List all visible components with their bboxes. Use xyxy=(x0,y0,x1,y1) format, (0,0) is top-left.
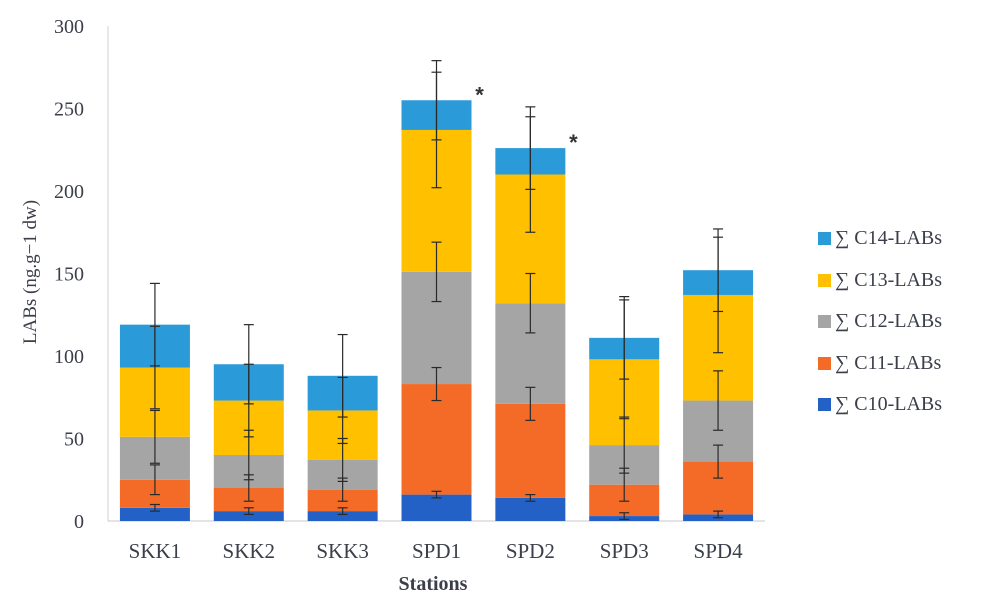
legend-swatch xyxy=(818,356,831,370)
legend-item: ∑ C14-LABs xyxy=(818,218,988,260)
bar-segment xyxy=(213,511,284,521)
x-tick-label: SPD2 xyxy=(506,539,555,563)
bar-segment xyxy=(495,497,566,521)
bar-segment xyxy=(307,511,378,521)
y-tick-label: 150 xyxy=(54,264,84,286)
y-tick-label: 0 xyxy=(74,511,84,533)
legend-label: ∑ C13-LABs xyxy=(835,268,943,291)
legend-item: ∑ C10-LABs xyxy=(818,384,988,426)
x-tick-label: SKK2 xyxy=(223,539,276,563)
y-tick-label: 300 xyxy=(54,16,84,38)
legend-label: ∑ C14-LABs xyxy=(835,227,943,250)
x-tick-label: SPD4 xyxy=(694,539,744,563)
x-tick-label: SKK3 xyxy=(316,539,369,563)
legend-label: ∑ C11-LABs xyxy=(835,351,942,374)
y-tick-label: 250 xyxy=(54,99,84,121)
legend-swatch xyxy=(818,315,831,329)
significance-marker: * xyxy=(475,82,484,107)
legend-item: ∑ C11-LABs xyxy=(818,343,988,385)
error-bars xyxy=(149,60,724,520)
legend-label: ∑ C10-LABs xyxy=(835,393,943,416)
y-axis-title: LABs (ng.g−1 dw) xyxy=(20,200,41,344)
bar-segment xyxy=(401,384,472,495)
legend: ∑ C14-LABs ∑ C13-LABs ∑ C12-LABs ∑ C11-LABs… xyxy=(818,218,988,426)
y-tick-label: 100 xyxy=(54,346,84,368)
legend-swatch xyxy=(818,232,831,246)
legend-item: ∑ C12-LABs xyxy=(818,301,988,343)
y-tick-label: 200 xyxy=(54,181,84,203)
legend-label: ∑ C12-LABs xyxy=(835,310,943,333)
legend-swatch xyxy=(818,273,831,287)
x-tick-label: SPD1 xyxy=(412,539,461,563)
bar-segment xyxy=(119,507,190,521)
x-axis-title: Stations xyxy=(399,573,468,594)
legend-swatch xyxy=(818,398,831,412)
y-tick-label: 50 xyxy=(64,429,84,451)
y-axis: 0 50 100 150 200 250 300 xyxy=(54,16,109,533)
significance-marker: * xyxy=(569,130,578,155)
legend-item: ∑ C13-LABs xyxy=(818,260,988,302)
x-tick-label: SKK1 xyxy=(129,539,182,563)
x-axis: SKK1 SKK2 SKK3 SPD1 SPD2 SPD3 SPD4 xyxy=(108,520,765,563)
x-tick-label: SPD3 xyxy=(600,539,649,563)
bar-segment xyxy=(401,494,472,521)
significance-markers: ** xyxy=(475,82,578,155)
